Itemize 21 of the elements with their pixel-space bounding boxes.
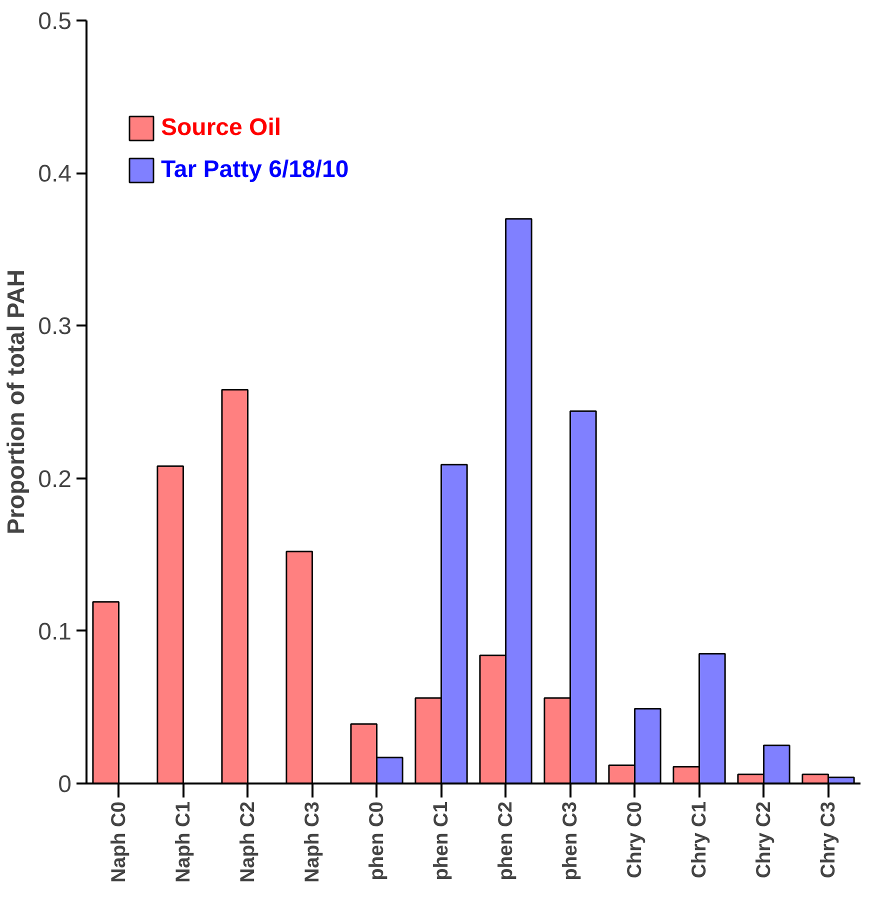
y-tick-label: 0.4 bbox=[38, 160, 72, 188]
x-tick-label: Naph C3 bbox=[301, 802, 324, 883]
y-tick-label: 0.2 bbox=[38, 466, 72, 493]
x-tick-label: phen C2 bbox=[494, 801, 517, 880]
x-tick-label: Chry C3 bbox=[817, 801, 840, 878]
y-tick-label: 0.3 bbox=[38, 313, 72, 340]
x-tick-label: Naph C1 bbox=[172, 802, 194, 883]
x-tick-label: Chry C2 bbox=[752, 801, 775, 878]
y-tick-label: 0 bbox=[58, 771, 72, 798]
x-tick-label: Naph C2 bbox=[236, 802, 259, 883]
x-tick-label: phen C1 bbox=[430, 801, 452, 880]
x-tick-label: Naph C0 bbox=[108, 802, 130, 883]
x-tick-label: Chry C0 bbox=[624, 801, 646, 878]
x-tick-label: Chry C1 bbox=[688, 801, 710, 878]
y-axis-title: Proportion of total PAH bbox=[3, 270, 30, 534]
legend-label: Source Oil bbox=[161, 114, 282, 142]
legend-label: Tar Patty 6/18/10 bbox=[161, 156, 349, 184]
x-tick-label: phen C3 bbox=[559, 801, 582, 880]
x-tick-label: phen C0 bbox=[366, 801, 388, 880]
y-tick-label: 0.1 bbox=[38, 618, 72, 646]
y-tick-label: 0.5 bbox=[38, 8, 72, 35]
